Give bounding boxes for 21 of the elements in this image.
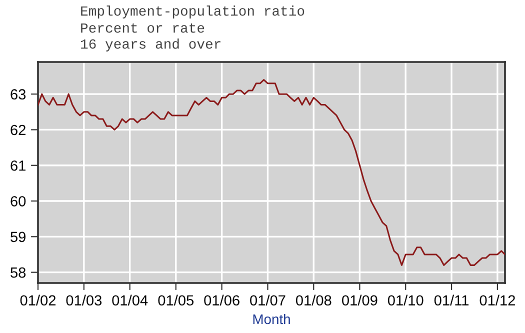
x-tick-label: 01/02: [20, 294, 56, 306]
line-series: [38, 79, 505, 266]
x-axis-title: Month: [253, 314, 290, 324]
x-tick-label: 01/09: [342, 294, 378, 306]
y-tick-label: 63: [10, 89, 26, 100]
chart-subtitle: Percent or rate 16 years and over: [81, 23, 220, 52]
y-tick-label: 59: [10, 232, 26, 242]
chart-title: Employment-population ratio: [81, 6, 304, 18]
x-tick-label: 01/03: [66, 294, 102, 306]
x-tick-label: 01/07: [250, 294, 286, 306]
y-tick-label: 61: [10, 160, 26, 171]
x-tick-label: 01/08: [296, 294, 332, 306]
x-tick-label: 01/11: [434, 294, 469, 306]
x-tick-label: 01/10: [388, 294, 424, 306]
x-tick-label: 01/05: [158, 294, 194, 306]
y-tick-label: 60: [10, 196, 26, 206]
x-tick-label: 01/12: [480, 294, 515, 306]
y-tick-label: 58: [10, 267, 26, 278]
x-tick-label: 01/04: [112, 294, 148, 306]
y-tick-label: 62: [10, 124, 26, 136]
x-tick-label: 01/06: [204, 294, 240, 306]
